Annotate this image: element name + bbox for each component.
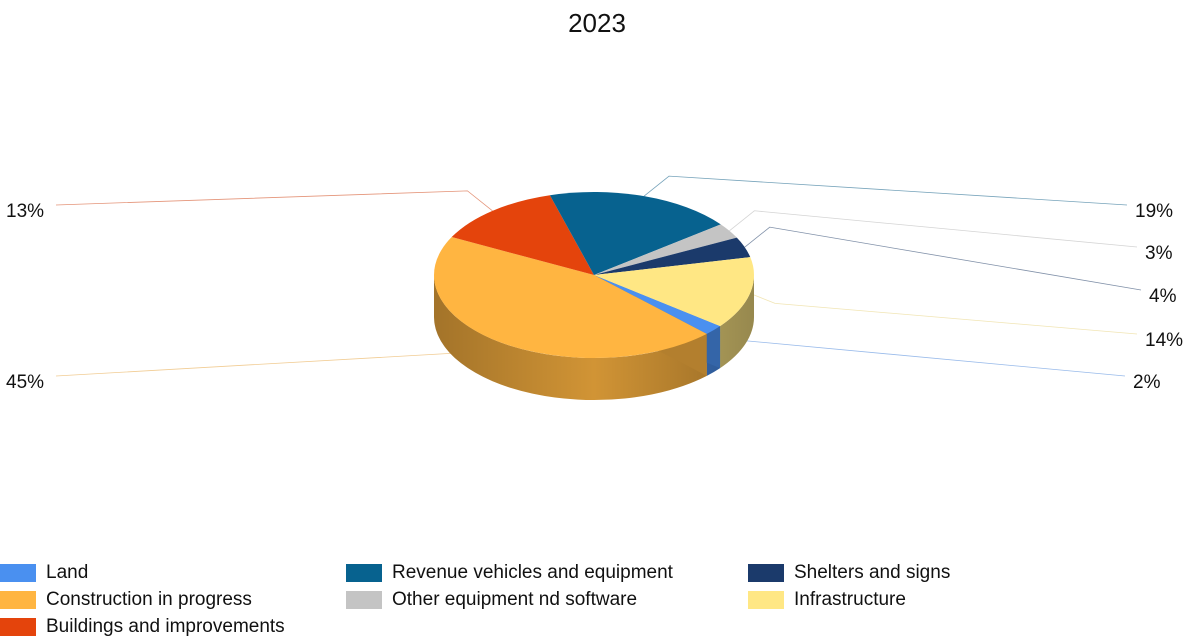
percent-label-land: 2% bbox=[1133, 372, 1161, 393]
legend-item-land[interactable]: Land bbox=[0, 562, 88, 584]
percent-label-construction-in-progress: 45% bbox=[6, 372, 44, 393]
legend-item-shelters-and-signs[interactable]: Shelters and signs bbox=[748, 562, 950, 584]
legend-swatch bbox=[346, 564, 382, 582]
chart-title: 2023 bbox=[568, 8, 626, 38]
leader-line-infrastructure bbox=[749, 293, 1138, 335]
slice-infrastructure[interactable] bbox=[594, 257, 754, 327]
slice-revenue-vehicles-and-equipment[interactable] bbox=[549, 192, 721, 275]
pie-side-shading bbox=[434, 275, 754, 400]
legend-label: Buildings and improvements bbox=[46, 616, 285, 637]
legend-swatch bbox=[748, 591, 784, 609]
pie-top bbox=[433, 192, 754, 359]
legend-label: Revenue vehicles and equipment bbox=[392, 562, 673, 583]
percent-label-buildings-and-improvements: 13% bbox=[6, 201, 44, 222]
legend-label: Land bbox=[46, 562, 89, 583]
leader-line-buildings-and-improvements bbox=[55, 190, 493, 212]
slice-shelters-and-signs[interactable] bbox=[594, 237, 751, 275]
legend-label: Shelters and signs bbox=[794, 562, 951, 583]
legend-item-other-equipment-nd-software[interactable]: Other equipment nd software bbox=[346, 589, 637, 611]
leader-line-revenue-vehicles-and-equipment bbox=[643, 175, 1128, 206]
percent-label-infrastructure: 14% bbox=[1145, 330, 1183, 351]
legend-swatch bbox=[748, 564, 784, 582]
legend-item-construction-in-progress[interactable]: Construction in progress bbox=[0, 589, 252, 611]
legend-swatch bbox=[0, 591, 36, 609]
leader-line-other-equipment-nd-software bbox=[729, 210, 1138, 248]
percent-label-other-equipment-nd-software: 3% bbox=[1145, 243, 1173, 264]
legend-label: Infrastructure bbox=[794, 589, 906, 610]
leader-line-land bbox=[713, 329, 1126, 377]
legend-swatch bbox=[0, 564, 36, 582]
slice-other-equipment-nd-software[interactable] bbox=[594, 224, 737, 275]
legend: Land Construction in progress Buildings an… bbox=[0, 562, 1194, 640]
legend-swatch bbox=[346, 591, 382, 609]
percent-labels: 2% 45% 13% 19% 3% 4% 14% bbox=[6, 201, 1183, 393]
percent-label-revenue-vehicles-and-equipment: 19% bbox=[1135, 201, 1173, 222]
legend-label: Construction in progress bbox=[46, 589, 252, 610]
legend-item-buildings-and-improvements[interactable]: Buildings and improvements bbox=[0, 616, 285, 638]
legend-swatch bbox=[0, 618, 36, 636]
slice-land[interactable] bbox=[594, 275, 721, 334]
pie-chart: 2% 45% 13% 19% 3% 4% 14% bbox=[6, 175, 1183, 400]
percent-label-shelters-and-signs: 4% bbox=[1149, 286, 1177, 307]
leader-line-construction-in-progress bbox=[55, 341, 500, 377]
legend-label: Other equipment nd software bbox=[392, 589, 638, 610]
slice-buildings-and-improvements[interactable] bbox=[451, 195, 594, 275]
legend-item-infrastructure[interactable]: Infrastructure bbox=[748, 589, 906, 611]
leader-line-shelters-and-signs bbox=[744, 226, 1142, 291]
slice-construction-in-progress[interactable] bbox=[433, 237, 707, 359]
legend-item-revenue-vehicles-and-equipment[interactable]: Revenue vehicles and equipment bbox=[346, 562, 673, 584]
